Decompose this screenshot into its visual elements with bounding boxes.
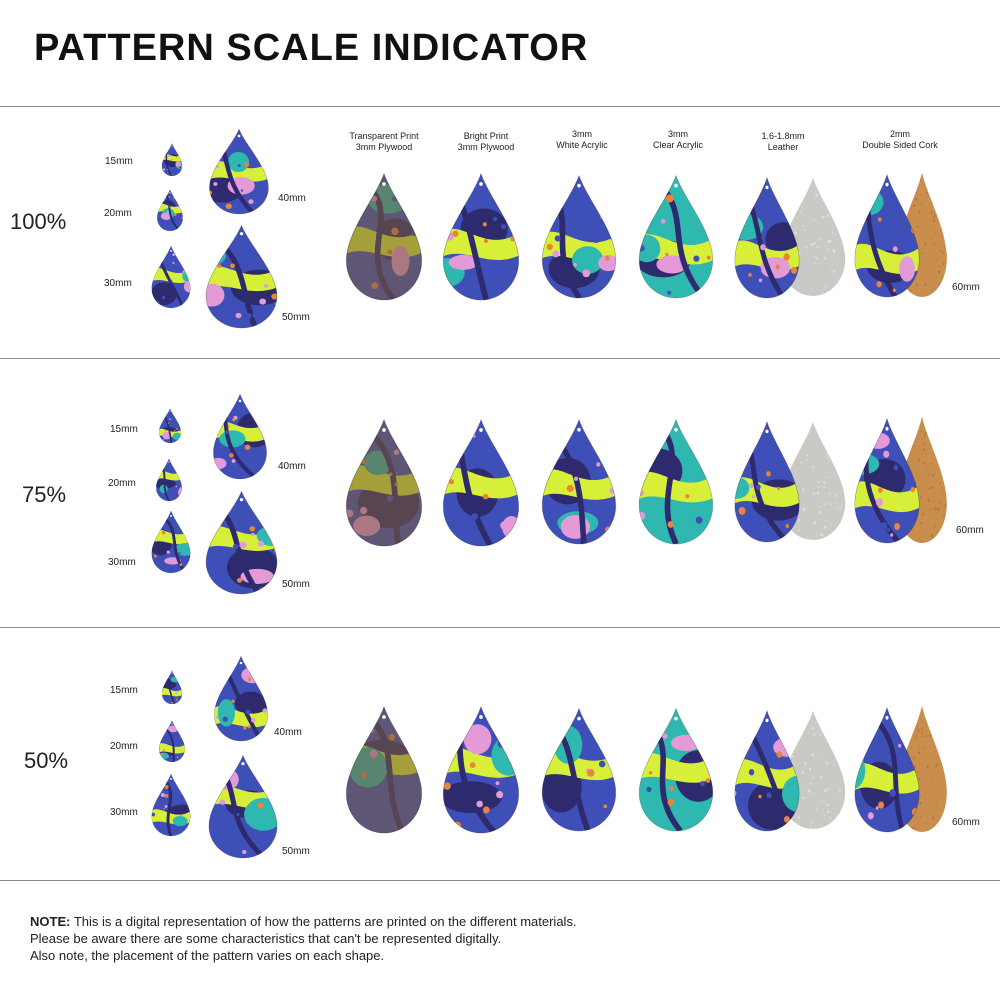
size-label-20mm: 20mm <box>110 741 138 752</box>
earring-sample-20mm <box>158 720 186 763</box>
page-title: PATTERN SCALE INDICATOR <box>34 27 589 69</box>
size-label-60mm: 60mm <box>952 282 980 293</box>
earring-sample-40mm <box>209 128 269 215</box>
divider-bottom <box>0 880 1000 881</box>
sample-cork <box>854 173 920 298</box>
size-label-30mm: 30mm <box>110 807 138 818</box>
column-header-bright-plywood: Bright Print 3mm Plywood <box>457 131 515 152</box>
column-header-transparent-plywood: Transparent Print 3mm Plywood <box>349 131 419 152</box>
earring-sample-20mm <box>155 458 183 502</box>
earring-sample-50mm <box>205 224 278 329</box>
earring-sample-50mm <box>208 754 278 859</box>
divider-75 <box>0 358 1000 359</box>
column-header-white-acrylic: 3mm White Acrylic <box>556 129 608 150</box>
note-label: NOTE: <box>30 914 71 929</box>
earring-sample-15mm <box>161 143 183 177</box>
note-line-3: Also note, the placement of the pattern … <box>30 948 385 963</box>
earring-sample-20mm <box>156 189 184 232</box>
size-label-20mm: 20mm <box>104 208 132 219</box>
size-label-50mm: 50mm <box>282 579 310 590</box>
sample-clear-acrylic <box>638 418 714 545</box>
divider-50 <box>0 627 1000 628</box>
earring-sample-50mm <box>205 490 278 595</box>
sample-clear-acrylic <box>638 174 714 299</box>
size-label-15mm: 15mm <box>105 156 133 167</box>
note-line-2: Please be aware there are some character… <box>30 931 502 946</box>
size-label-40mm: 40mm <box>274 727 302 738</box>
column-header-cork: 2mm Double Sided Cork <box>862 129 938 150</box>
size-label-15mm: 15mm <box>110 424 138 435</box>
sample-leather <box>734 709 800 832</box>
sample-cork <box>854 706 920 833</box>
sample-transparent-plywood <box>345 418 423 547</box>
column-header-leather: 1.6-1.8mm Leather <box>761 131 805 152</box>
note-block: NOTE: This is a digital representation o… <box>30 913 577 964</box>
size-label-60mm: 60mm <box>956 525 984 536</box>
sample-bright-plywood <box>442 705 520 834</box>
size-label-50mm: 50mm <box>282 846 310 857</box>
scale-label-75: 75% <box>22 482 67 507</box>
size-label-15mm: 15mm <box>110 685 138 696</box>
earring-sample-40mm <box>213 393 267 480</box>
sample-white-acrylic <box>541 418 617 545</box>
scale-label-100: 100% <box>10 209 67 234</box>
earring-sample-15mm <box>158 408 182 444</box>
size-label-40mm: 40mm <box>278 461 306 472</box>
earring-sample-40mm <box>214 655 268 742</box>
sample-clear-acrylic <box>638 707 714 832</box>
size-label-50mm: 50mm <box>282 312 310 323</box>
size-label-60mm: 60mm <box>952 817 980 828</box>
note-line-1: This is a digital representation of how … <box>73 914 577 929</box>
scale-label-50: 50% <box>24 748 69 773</box>
sample-white-acrylic <box>541 174 617 299</box>
sample-transparent-plywood <box>345 705 423 834</box>
sample-bright-plywood <box>442 418 520 547</box>
earring-sample-30mm <box>151 773 191 837</box>
sample-transparent-plywood <box>345 172 423 301</box>
size-label-20mm: 20mm <box>108 478 136 489</box>
sample-leather <box>734 420 800 543</box>
sample-leather <box>734 176 800 299</box>
sample-cork <box>854 417 920 544</box>
earring-sample-30mm <box>151 245 191 309</box>
size-label-30mm: 30mm <box>108 557 136 568</box>
size-label-40mm: 40mm <box>278 193 306 204</box>
size-label-30mm: 30mm <box>104 278 132 289</box>
earring-sample-30mm <box>151 510 191 574</box>
sample-white-acrylic <box>541 707 617 832</box>
column-header-clear-acrylic: 3mm Clear Acrylic <box>652 129 703 150</box>
sample-bright-plywood <box>442 172 520 301</box>
earring-sample-15mm <box>161 670 183 705</box>
divider-top <box>0 106 1000 107</box>
